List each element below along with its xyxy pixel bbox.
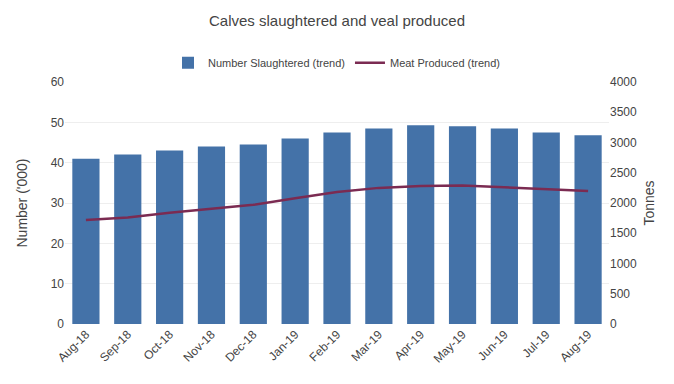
- svg-text:0: 0: [610, 317, 617, 331]
- svg-text:500: 500: [610, 287, 630, 301]
- svg-text:Calves slaughtered and veal pr: Calves slaughtered and veal produced: [209, 12, 465, 29]
- svg-text:2000: 2000: [610, 196, 637, 210]
- svg-text:Jan-19: Jan-19: [266, 327, 302, 363]
- svg-text:Number Slaughtered (trend): Number Slaughtered (trend): [208, 57, 345, 69]
- svg-text:60: 60: [51, 75, 65, 89]
- svg-text:4000: 4000: [610, 75, 637, 89]
- svg-text:Oct-18: Oct-18: [141, 327, 177, 363]
- svg-text:Sep-18: Sep-18: [97, 327, 134, 364]
- svg-text:1500: 1500: [610, 226, 637, 240]
- svg-text:3000: 3000: [610, 136, 637, 150]
- svg-text:Number ('000): Number ('000): [14, 158, 30, 247]
- svg-text:Jul-19: Jul-19: [520, 327, 553, 360]
- svg-text:30: 30: [51, 196, 65, 210]
- svg-text:May-19: May-19: [431, 327, 469, 365]
- svg-text:Aug-19: Aug-19: [557, 327, 594, 364]
- svg-text:Dec-18: Dec-18: [222, 327, 259, 364]
- svg-text:40: 40: [51, 156, 65, 170]
- svg-text:50: 50: [51, 116, 65, 130]
- svg-text:Meat Produced (trend): Meat Produced (trend): [390, 57, 500, 69]
- svg-text:Apr-19: Apr-19: [392, 327, 428, 363]
- svg-text:20: 20: [51, 237, 65, 251]
- svg-text:0: 0: [57, 317, 64, 331]
- svg-text:Nov-18: Nov-18: [181, 327, 218, 364]
- svg-text:Feb-19: Feb-19: [307, 327, 344, 364]
- svg-text:2500: 2500: [610, 166, 637, 180]
- svg-text:Jun-19: Jun-19: [475, 327, 511, 363]
- svg-text:1000: 1000: [610, 257, 637, 271]
- svg-text:10: 10: [51, 277, 65, 291]
- svg-text:3500: 3500: [610, 105, 637, 119]
- svg-text:Mar-19: Mar-19: [348, 327, 385, 364]
- svg-text:Aug-18: Aug-18: [55, 327, 92, 364]
- svg-text:Tonnes: Tonnes: [641, 180, 657, 225]
